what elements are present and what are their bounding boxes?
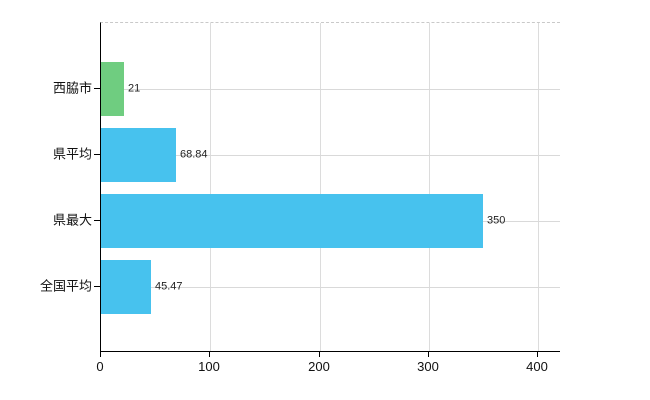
- y-axis-tick: [94, 286, 100, 287]
- x-axis-tick: [100, 352, 101, 357]
- bar: [101, 128, 176, 182]
- bar: [101, 260, 151, 314]
- gridline-h: [101, 287, 560, 288]
- gridline-h: [101, 89, 560, 90]
- bar-value-label: 350: [487, 214, 506, 227]
- x-axis-tick: [209, 352, 210, 357]
- category-label: 県平均: [52, 146, 92, 162]
- x-tick-label: 0: [96, 359, 104, 374]
- category-label: 県最大: [52, 212, 92, 228]
- x-axis-tick: [537, 352, 538, 357]
- category-label: 全国平均: [39, 278, 92, 294]
- gridline-v: [320, 23, 321, 351]
- y-axis-tick: [94, 154, 100, 155]
- plot-area: 21 68.84 350 45.47: [100, 22, 560, 352]
- y-axis-tick: [94, 220, 100, 221]
- gridline-h: [101, 155, 560, 156]
- gridline-v: [210, 23, 211, 351]
- x-tick-label: 400: [526, 359, 548, 374]
- x-tick-label: 100: [198, 359, 220, 374]
- y-axis-tick: [94, 88, 100, 89]
- x-axis-tick: [319, 352, 320, 357]
- gridline-v: [429, 23, 430, 351]
- bar: [101, 62, 124, 116]
- gridline-v: [538, 23, 539, 351]
- bar-value-label: 68.84: [180, 148, 208, 161]
- category-label: 西脇市: [52, 80, 92, 96]
- x-tick-label: 300: [417, 359, 439, 374]
- x-tick-label: 200: [308, 359, 330, 374]
- bar-value-label: 21: [128, 82, 141, 95]
- bar: [101, 194, 483, 248]
- x-axis-tick: [428, 352, 429, 357]
- bar-value-label: 45.47: [155, 280, 183, 293]
